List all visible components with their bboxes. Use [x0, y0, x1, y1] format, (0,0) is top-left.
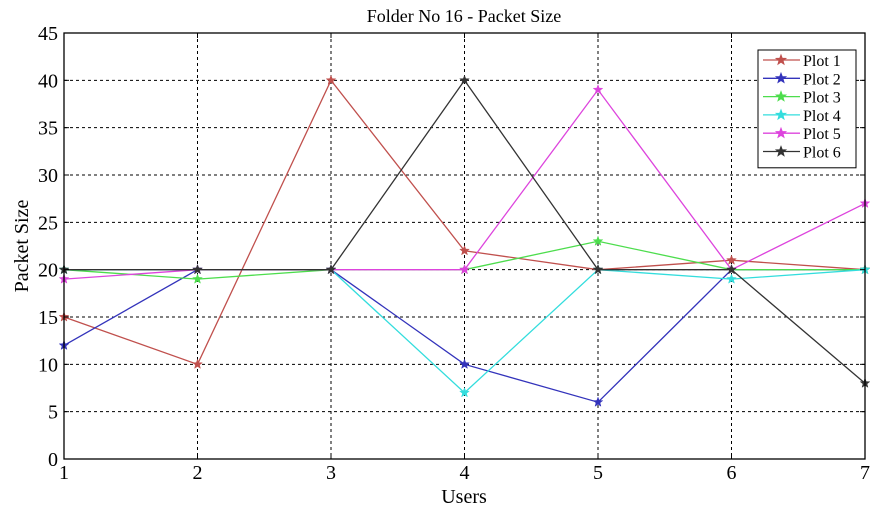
legend-marker [774, 126, 788, 139]
x-tick-label: 6 [727, 462, 737, 484]
data-point [459, 245, 470, 256]
data-point [192, 263, 203, 275]
legend-item: Plot 6 [763, 145, 841, 162]
series-1 [58, 74, 871, 369]
x-tick-label: 4 [460, 462, 470, 484]
data-point [459, 263, 470, 275]
legend-marker [774, 108, 788, 121]
series-line [64, 269, 866, 394]
y-axis-ticks: 0 5 10 15 20 25 30 35 40 45 [38, 23, 865, 471]
y-tick-label: 30 [38, 165, 58, 187]
legend-item: Plot 1 [763, 53, 841, 70]
data-point [592, 263, 604, 275]
x-axis-label: Users [441, 486, 487, 508]
data-point [459, 74, 470, 85]
legend-label: Plot 6 [803, 145, 841, 162]
y-tick-label: 10 [38, 354, 58, 376]
data-point [325, 263, 337, 275]
y-tick-label: 5 [48, 402, 58, 424]
series-layer [58, 74, 871, 407]
legend-box [757, 49, 857, 169]
legend-item: Plot 3 [763, 90, 841, 107]
legend-item: Plot 2 [763, 71, 841, 88]
legend-label: Plot 4 [803, 108, 841, 125]
legend-marker [774, 90, 788, 102]
x-tick-label: 1 [59, 462, 69, 484]
x-tick-label: 5 [593, 462, 603, 484]
legend-label: Plot 3 [803, 90, 841, 107]
y-tick-label: 15 [38, 307, 58, 329]
data-point [459, 358, 470, 369]
legend-marker [774, 71, 788, 84]
data-point [592, 84, 604, 95]
data-point [192, 273, 203, 284]
y-axis-label: Packet Size [11, 200, 33, 293]
legend-label: Plot 5 [803, 126, 841, 143]
y-tick-label: 20 [38, 260, 58, 282]
data-point [726, 273, 737, 284]
x-axis-ticks: 1 2 3 4 5 6 7 [59, 33, 870, 484]
legend-item: Plot 4 [763, 108, 841, 125]
y-tick-label: 45 [38, 23, 58, 45]
data-point [726, 263, 737, 275]
data-point [592, 235, 604, 246]
y-tick-label: 40 [38, 70, 58, 92]
y-tick-label: 0 [48, 449, 58, 471]
x-tick-label: 7 [860, 462, 870, 484]
legend-marker [774, 53, 788, 66]
y-tick-label: 35 [38, 118, 58, 140]
data-point [192, 358, 203, 369]
x-tick-label: 2 [193, 462, 203, 484]
data-point [726, 254, 737, 265]
chart-title: Folder No 16 - Packet Size [367, 6, 561, 26]
data-point [592, 396, 604, 407]
y-tick-label: 25 [38, 212, 58, 234]
legend-item: Plot 5 [763, 126, 841, 143]
legend-label: Plot 2 [803, 71, 841, 88]
legend-label: Plot 1 [803, 53, 841, 70]
data-point [459, 387, 470, 398]
legend-marker [774, 145, 788, 157]
x-tick-label: 3 [326, 462, 336, 484]
data-point [325, 74, 337, 85]
